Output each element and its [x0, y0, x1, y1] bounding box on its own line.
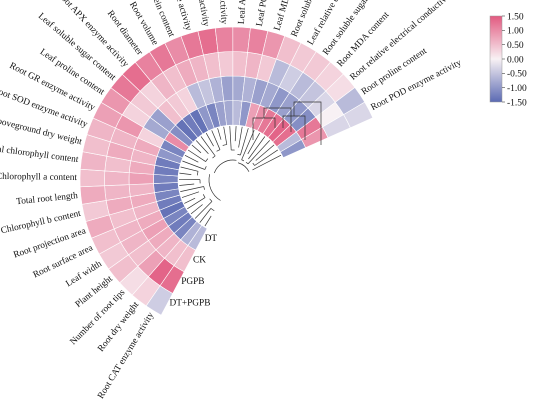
dendrogram-leaf-branch — [252, 154, 282, 171]
label-number-of-root-tips: Number of root tips — [68, 287, 128, 347]
group-label-pgpb: PGPB — [181, 277, 204, 287]
dendrogram — [178, 101, 322, 227]
cell-dt-pgpb-chlorophyll-a-content — [79, 168, 106, 188]
legend-tick-label: -0.50 — [507, 70, 527, 80]
dendrogram-leaf-branch — [179, 183, 195, 186]
dendrogram-join — [245, 161, 249, 165]
legend-tick-label: -1.50 — [507, 98, 527, 108]
dendrogram-leaf-branch — [255, 144, 275, 161]
dendrogram-join — [210, 208, 215, 212]
dendrogram-leaf-branch — [205, 132, 214, 147]
dendrogram-leaf-branch — [248, 136, 266, 160]
dendrogram-leaf-branch — [184, 197, 196, 204]
dendrogram-leaf-branch — [204, 215, 212, 227]
dendrogram-leaf-branch — [223, 126, 228, 145]
label-total-chlorophyll-content: Total chlorophyll content — [0, 143, 79, 165]
legend-tick-label: 1.50 — [507, 12, 524, 22]
dendrogram-leaf-branch — [238, 126, 243, 148]
dendrogram-join — [204, 166, 207, 170]
dendrogram-leaf-branch — [200, 136, 216, 157]
cell-pgpb-leaf-gr-enzyme-activity — [217, 51, 234, 78]
dendrogram-leaf-branch — [180, 186, 204, 192]
dendrogram-join — [209, 198, 213, 202]
group-label-ck: CK — [193, 256, 206, 266]
dendrogram-outer-branch — [263, 107, 292, 132]
dendrogram-join — [202, 194, 206, 198]
dendrogram-cluster-arc — [208, 174, 221, 201]
cell-ck-chlorophyll-a-content — [128, 172, 155, 185]
cell-pgpb-chlorophyll-a-content — [104, 170, 130, 187]
label-leaf-apx-enzyme-activity: Leaf APX enzyme activity — [236, 0, 253, 24]
dendrogram-leaf-branch — [190, 204, 203, 215]
legend-tick-label: 0.50 — [507, 41, 524, 51]
dendrogram-leaf-branch — [254, 149, 278, 166]
legend-gradient-bar — [489, 15, 503, 103]
label-total-root-length: Total root length — [16, 191, 79, 207]
group-label-dt-pgpb: DT+PGPB — [170, 299, 211, 309]
dendrogram-leaf-branch — [181, 191, 200, 198]
heatmap-cells — [79, 26, 374, 316]
dendrogram-join — [216, 149, 221, 152]
dendrogram-cluster-arc — [237, 162, 250, 172]
dendrogram-join — [222, 144, 227, 146]
group-labels: DT CK PGPB DT+PGPB — [170, 234, 218, 309]
color-legend: 1.50 1.00 0.50 0.00 -0.50 -1.00 -1.50 — [489, 12, 527, 108]
label-leaf-gr-enzyme-activity: Leaf GR enzyme activity — [213, 0, 230, 25]
dendrogram-leaf-branch — [211, 130, 221, 150]
dendrogram-leaf-branch — [241, 130, 255, 160]
dendrogram-join — [205, 158, 209, 162]
cell-dt-pgpb-leaf-gr-enzyme-activity — [214, 26, 234, 53]
legend-ticks: 1.50 1.00 0.50 0.00 -0.50 -1.00 -1.50 — [502, 12, 527, 108]
dendrogram-leaf-branch — [195, 140, 209, 154]
dendrogram-leaf-branch — [187, 149, 206, 162]
dendrogram-leaf-branch — [184, 154, 199, 163]
dendrogram-leaf-branch — [187, 197, 206, 210]
dendrogram-join — [212, 155, 216, 159]
cell-dt-pgpb-root-pod-enzyme-activity — [343, 101, 374, 129]
dendrogram-leaf-branch — [194, 201, 213, 219]
dendrogram-leaf-branch — [229, 126, 232, 151]
dendrogram-leaf-branch — [182, 160, 206, 170]
dendrogram-join — [196, 171, 199, 176]
dendrogram-leaf-branch — [247, 132, 261, 155]
dendrogram-leaf-branch — [179, 172, 192, 175]
dendrogram-join — [252, 162, 255, 166]
dendrogram-leaf-branch — [180, 166, 199, 172]
legend-tick-label: 0.00 — [507, 55, 524, 65]
dendrogram-cluster-arc — [213, 159, 237, 174]
dendrogram-outer-branch — [293, 101, 322, 145]
dendrogram-join — [241, 159, 245, 162]
group-label-dt: DT — [205, 234, 218, 244]
dendrogram-leaf-branch — [240, 128, 249, 156]
dendrogram-leaf-branch — [199, 208, 212, 223]
dendrogram-join — [203, 186, 205, 190]
legend-tick-label: -1.00 — [507, 84, 527, 94]
dendrogram-leaf-branch — [217, 128, 222, 140]
legend-tick-label: 1.00 — [507, 27, 524, 37]
dendrogram-leaf-branch — [247, 140, 270, 165]
dendrogram-leaf-branch — [234, 126, 237, 142]
label-chlorophyll-a-content: Chlorophyll a content — [0, 172, 77, 183]
dendrogram-join — [237, 154, 241, 156]
label-root-pod-enzyme-activity: Root POD enzyme activity — [369, 58, 463, 113]
dendrogram-leaf-branch — [191, 144, 202, 154]
